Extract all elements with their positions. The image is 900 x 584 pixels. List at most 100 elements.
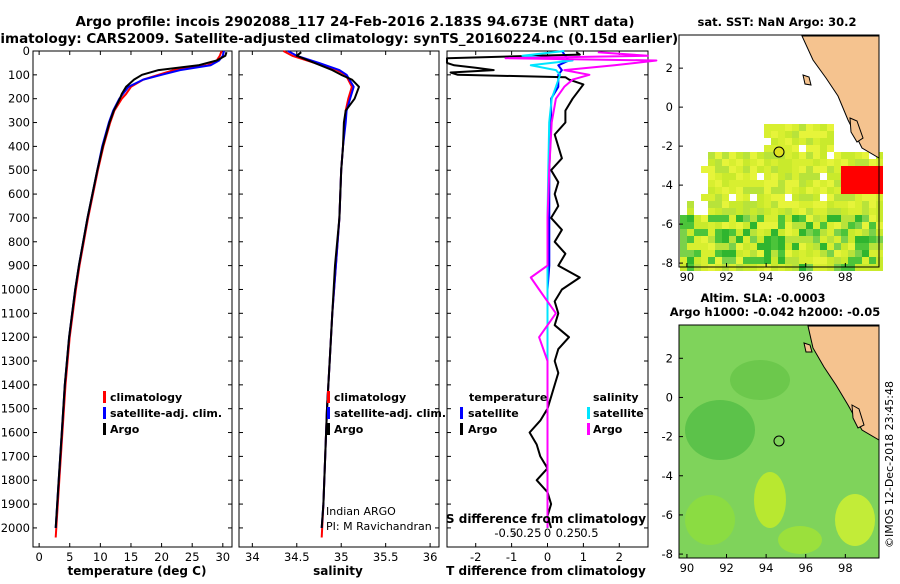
sst-cell	[834, 236, 841, 243]
sst-cell	[834, 187, 841, 194]
sst-cell	[834, 222, 841, 229]
sst-cell	[841, 194, 848, 201]
sst-cell	[785, 166, 792, 173]
sst-map-title: sat. SST: NaN Argo: 30.2	[697, 15, 856, 29]
x-tick-label: 0	[544, 550, 551, 564]
sst-cell	[750, 201, 757, 208]
sst-cell	[715, 257, 722, 264]
sst-cell	[855, 173, 862, 180]
sst-cell	[771, 187, 778, 194]
y-tick-label: 600	[8, 187, 30, 201]
sst-cell	[792, 201, 799, 208]
sst-cell	[785, 159, 792, 166]
sst-cell	[827, 159, 834, 166]
legend-swatch-satellite	[327, 407, 330, 419]
sst-cell	[792, 257, 799, 264]
sst-cell	[792, 173, 799, 180]
sst-cell	[862, 180, 869, 187]
sst-cell	[701, 236, 708, 243]
sst-cell	[722, 194, 729, 201]
sst-cell	[715, 159, 722, 166]
sst-cell	[785, 152, 792, 159]
sst-cell	[813, 208, 820, 215]
sst-cell	[792, 152, 799, 159]
sst-cell	[729, 159, 736, 166]
sst-cell	[729, 236, 736, 243]
sst-cell	[869, 166, 876, 173]
y-tick-label: 400	[8, 139, 30, 153]
sst-cell	[813, 180, 820, 187]
sst-cell	[687, 229, 694, 236]
sla-patch	[730, 360, 790, 400]
map-y-tick-label: -8	[662, 256, 673, 270]
sst-cell	[806, 257, 813, 264]
sla-land-island-small	[803, 342, 813, 353]
map-y-tick-label: -2	[662, 139, 673, 153]
sst-cell	[722, 222, 729, 229]
sst-cell	[785, 243, 792, 250]
sst-cell	[827, 236, 834, 243]
sst-cell	[792, 131, 799, 138]
sst-cell	[827, 243, 834, 250]
sst-cell	[806, 180, 813, 187]
sst-cell	[855, 215, 862, 222]
sst-cell	[736, 187, 743, 194]
y-tick-label: 100	[8, 68, 30, 82]
sst-cell	[722, 236, 729, 243]
sst-cell	[750, 229, 757, 236]
sst-cell	[736, 201, 743, 208]
sst-cell	[694, 215, 701, 222]
sst-cell	[701, 257, 708, 264]
sst-cell	[736, 152, 743, 159]
sst-cell	[757, 250, 764, 257]
x-tick-label: -1	[506, 550, 517, 564]
map-x-tick-label: 94	[759, 270, 774, 284]
sst-cell	[680, 229, 687, 236]
x-tick-label: 34	[245, 550, 260, 564]
sst-cell	[778, 222, 785, 229]
title-line-2: Climatology: CARS2009. Satellite-adjuste…	[0, 31, 678, 47]
sst-cell	[792, 180, 799, 187]
sst-map-frame	[678, 34, 880, 268]
sst-cell	[848, 257, 855, 264]
sst-cell	[862, 257, 869, 264]
sst-cell	[869, 208, 876, 215]
map-y-tick-label: 0	[666, 390, 673, 404]
sst-cell	[834, 257, 841, 264]
sla-patch	[754, 472, 786, 528]
sst-cell	[771, 131, 778, 138]
x-tick-label: 15	[124, 550, 139, 564]
sst-cell	[736, 159, 743, 166]
sst-cell	[806, 229, 813, 236]
sst-cell	[855, 187, 862, 194]
sst-cell	[806, 173, 813, 180]
sst-cell	[785, 229, 792, 236]
sst-cell	[834, 243, 841, 250]
sst-cell	[806, 236, 813, 243]
sst-cell	[715, 201, 722, 208]
sst-cell	[855, 194, 862, 201]
sst-cell	[764, 166, 771, 173]
sst-cell	[827, 222, 834, 229]
sst-cell	[869, 229, 876, 236]
sst-cell	[869, 159, 876, 166]
sla-map-frame	[678, 324, 880, 559]
sst-cell	[855, 243, 862, 250]
sst-cell	[722, 208, 729, 215]
map-x-tick-label: 92	[719, 270, 734, 284]
sst-cell	[743, 236, 750, 243]
sst-cell	[708, 250, 715, 257]
sst-cell	[827, 257, 834, 264]
salinity-annotation-2: PI: M Ravichandran	[326, 520, 432, 533]
temperature-legend: climatology satellite-adj. clim. Argo	[103, 391, 222, 436]
sst-cell	[834, 166, 841, 173]
sst-cell	[785, 187, 792, 194]
sst-cell	[687, 250, 694, 257]
sst-cell	[680, 215, 687, 222]
sst-cell	[799, 208, 806, 215]
sst-cell	[820, 180, 827, 187]
sst-cell	[785, 250, 792, 257]
sst-cell	[785, 215, 792, 222]
difference-legend: temperature satellite Argo salinity sate…	[460, 391, 644, 436]
sst-cell	[827, 208, 834, 215]
